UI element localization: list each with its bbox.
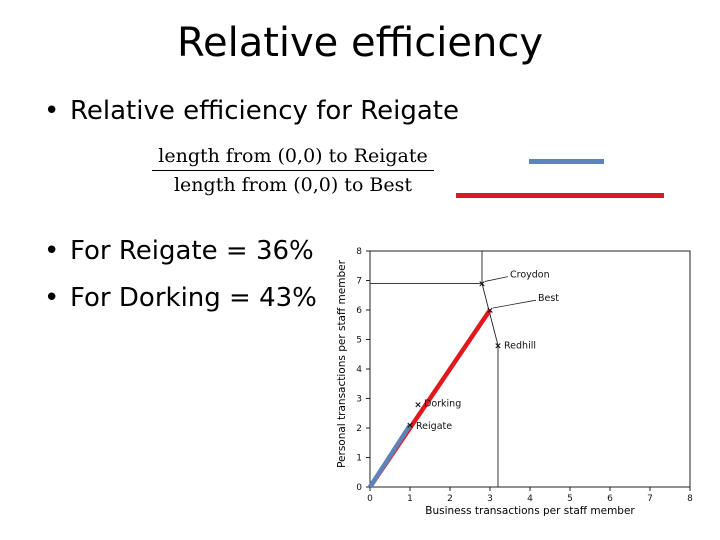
branch-points: ×Croydon×Best× Redhill× Dorking× Reigate xyxy=(406,270,559,432)
y-tick-label: 6 xyxy=(356,306,362,316)
point-label: Croydon xyxy=(510,270,550,281)
frontier-guides xyxy=(370,251,499,487)
bullet-text: Relative efficiency for Reigate xyxy=(70,96,459,126)
efficiency-rays xyxy=(368,308,492,489)
frontier-segment xyxy=(481,283,499,346)
bullet-dot: • xyxy=(44,236,60,266)
x-tick-label: 4 xyxy=(527,494,533,504)
label-leader xyxy=(484,276,509,282)
point-marker: × xyxy=(414,400,422,410)
x-tick-label: 7 xyxy=(647,494,653,504)
efficiency-fraction: length from (0,0) to Reigate length from… xyxy=(152,145,434,196)
bullet-dot: • xyxy=(44,96,60,126)
point-label: Reigate xyxy=(416,421,452,432)
x-tick-label: 6 xyxy=(607,494,613,504)
y-tick-label: 4 xyxy=(356,365,362,375)
bullet-text: For Reigate = 36% xyxy=(70,236,314,266)
y-tick-label: 8 xyxy=(356,247,362,257)
x-tick-label: 8 xyxy=(687,494,693,504)
point-label: Dorking xyxy=(424,398,461,409)
bullet-relative-efficiency: • Relative efficiency for Reigate xyxy=(44,96,459,126)
bullet-dot: • xyxy=(44,283,60,313)
y-axis-label: Personal transactions per staff member xyxy=(336,259,348,468)
chart-axes: 0 1 2 3 4 5 6 7 8 0 1 2 3 4 5 6 7 8 xyxy=(356,247,693,504)
y-tick-label: 3 xyxy=(356,395,362,405)
x-tick-label: 3 xyxy=(487,494,493,504)
y-tick-label: 7 xyxy=(356,277,362,287)
point-marker: × xyxy=(478,279,486,289)
point-label: Best xyxy=(538,293,559,304)
point-label: Redhill xyxy=(504,340,536,351)
y-tick-label: 5 xyxy=(356,336,362,346)
efficiency-ray xyxy=(368,423,412,489)
y-tick-label: 2 xyxy=(356,424,362,434)
fraction-denominator: length from (0,0) to Best xyxy=(173,174,413,196)
y-tick-label: 1 xyxy=(356,454,362,464)
best-length-line xyxy=(456,193,664,198)
point-marker: × xyxy=(494,341,502,351)
x-tick-label: 5 xyxy=(567,494,573,504)
fraction-numerator: length from (0,0) to Reigate xyxy=(158,145,428,167)
label-leader xyxy=(492,299,537,309)
bullet-reigate-result: • For Reigate = 36% xyxy=(44,236,314,266)
bullet-text: For Dorking = 43% xyxy=(70,283,317,313)
point-marker: × xyxy=(406,421,414,431)
x-tick-label: 0 xyxy=(367,494,373,504)
x-tick-label: 1 xyxy=(407,494,413,504)
reigate-length-line xyxy=(529,159,604,164)
x-axis-label: Business transactions per staff member xyxy=(425,505,635,517)
bullet-dorking-result: • For Dorking = 43% xyxy=(44,283,317,313)
point-marker: × xyxy=(486,306,494,316)
fraction-bar xyxy=(152,170,434,171)
y-tick-label: 0 xyxy=(356,483,362,493)
x-tick-label: 2 xyxy=(447,494,453,504)
plot-frame xyxy=(369,250,691,488)
slide-title: Relative efficiency xyxy=(176,20,544,66)
